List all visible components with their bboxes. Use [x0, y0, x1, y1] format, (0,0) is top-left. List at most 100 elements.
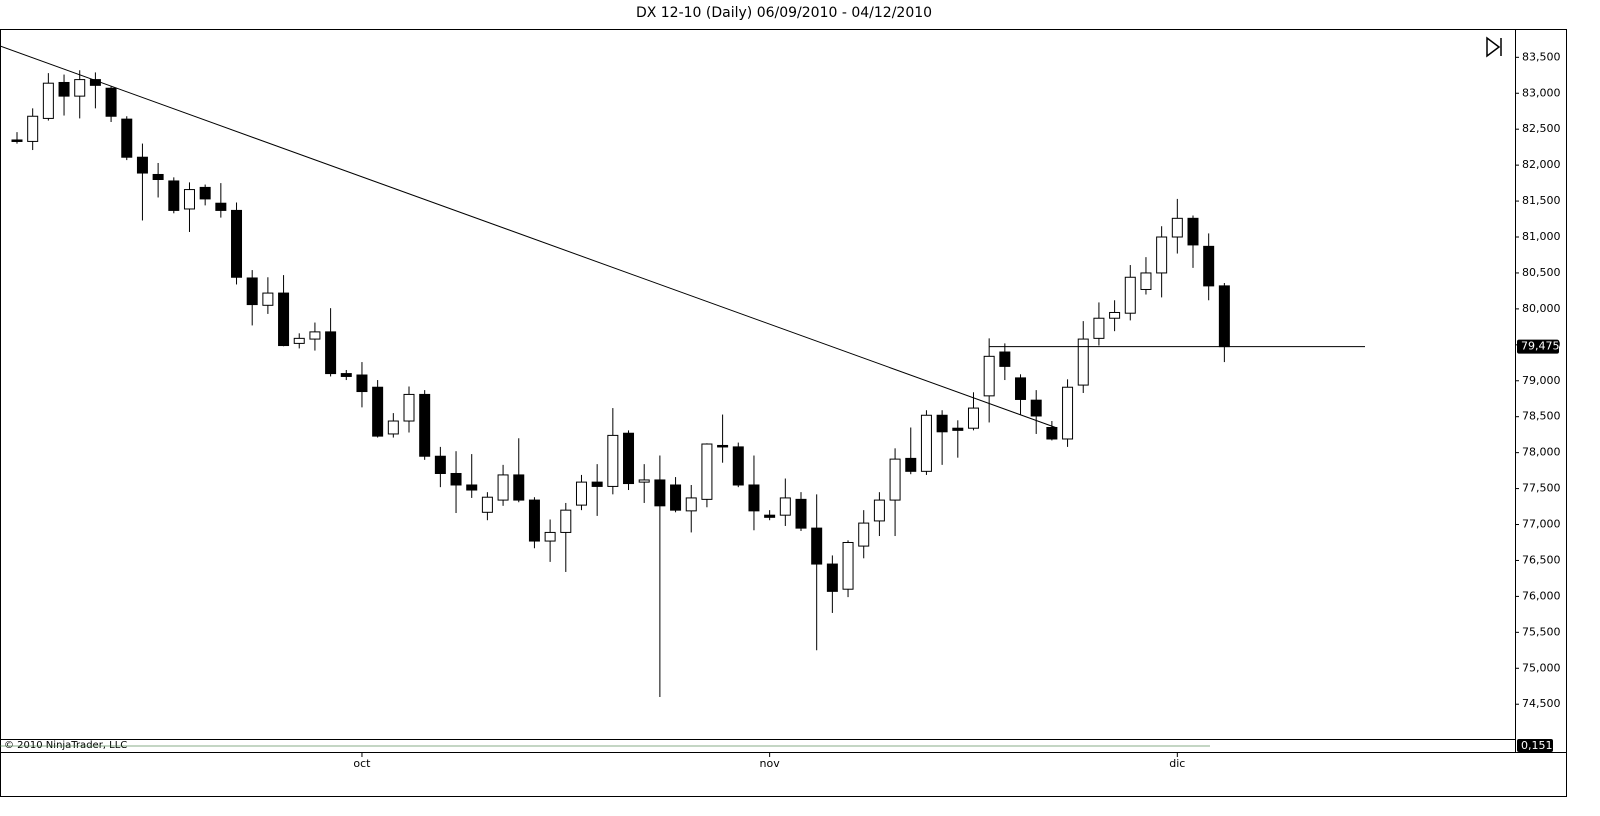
candle-body: [105, 87, 117, 117]
candle-body: [42, 82, 54, 119]
scroll-icon[interactable]: [1486, 36, 1502, 58]
candle-body: [74, 79, 86, 97]
candle-body: [748, 484, 760, 512]
candle-body: [466, 484, 478, 491]
y-tick-label: 81,500: [1522, 194, 1561, 207]
candle-body: [1203, 245, 1215, 287]
candle-body: [889, 458, 901, 501]
candle-body: [136, 156, 148, 174]
candle-body: [11, 139, 23, 142]
candle-body: [1140, 272, 1152, 290]
candle-body: [560, 509, 572, 533]
candle-body: [183, 189, 195, 210]
indicator-label: 0,151: [1521, 739, 1553, 752]
candle-body: [1109, 311, 1121, 319]
y-tick-label: 75,000: [1522, 661, 1561, 674]
candle-body: [387, 420, 399, 435]
candle-body: [309, 331, 321, 340]
candle-body: [481, 496, 493, 513]
candle-body: [246, 277, 258, 306]
candle-body: [89, 79, 101, 86]
y-tick-label: 80,000: [1522, 302, 1561, 315]
candle-body: [638, 479, 650, 483]
y-tick-label: 79,000: [1522, 374, 1561, 387]
candle-body: [340, 373, 352, 377]
candle-body: [450, 472, 462, 486]
x-tick-label: nov: [760, 757, 781, 770]
candle-body: [419, 393, 431, 457]
candle-body: [1062, 386, 1074, 440]
candle-body: [325, 331, 337, 375]
candle-body: [623, 432, 635, 485]
candle-body: [1030, 399, 1042, 417]
candle-body: [1171, 217, 1183, 238]
candle-body: [873, 499, 885, 522]
candle-body: [983, 355, 995, 397]
candle-body: [1093, 317, 1105, 339]
candle-body: [1187, 217, 1199, 246]
y-tick-label: 74,500: [1522, 697, 1561, 710]
candle-body: [215, 202, 227, 211]
candle-body: [168, 180, 180, 211]
candle-body: [607, 434, 619, 487]
last-price-label: 79,475: [1521, 340, 1560, 353]
candle-body: [732, 446, 744, 486]
y-tick-label: 82,000: [1522, 158, 1561, 171]
candle-body: [670, 484, 682, 511]
candle-body: [779, 497, 791, 516]
y-tick-label: 83,500: [1522, 50, 1561, 63]
candle-body: [544, 531, 556, 542]
candle-body: [278, 292, 290, 347]
indicator-box: [1517, 739, 1553, 752]
last-price-box: [1517, 339, 1559, 354]
candle-body: [231, 209, 243, 278]
candle-body: [920, 414, 932, 472]
candle-body: [811, 527, 823, 565]
candle-body: [513, 474, 525, 501]
candle-body: [403, 393, 415, 422]
candle-body: [434, 455, 446, 474]
candle-body: [121, 118, 133, 158]
candle-body: [936, 414, 948, 433]
y-tick-label: 77,000: [1522, 518, 1561, 531]
candle-body: [27, 115, 39, 142]
y-tick-label: 76,000: [1522, 589, 1561, 602]
candle-body: [826, 563, 838, 592]
candle-body: [685, 497, 697, 512]
candle-body: [999, 351, 1011, 367]
candle-body: [701, 443, 713, 500]
candle-body: [293, 337, 305, 344]
candle-body: [497, 474, 509, 501]
candle-body: [905, 457, 917, 472]
candle-body: [795, 498, 807, 529]
y-tick-label: 76,500: [1522, 553, 1561, 566]
candle-body: [152, 173, 164, 181]
chart-title: DX 12-10 (Daily) 06/09/2010 - 04/12/2010: [636, 5, 932, 21]
candle-body: [1077, 338, 1089, 386]
candle-body: [372, 386, 384, 437]
candle-body: [952, 427, 964, 431]
candle-body: [528, 499, 540, 542]
candle-body: [764, 514, 776, 518]
candle-body: [1156, 236, 1168, 274]
candle-body: [1218, 285, 1230, 348]
candle-body: [858, 522, 870, 547]
candle-body: [58, 81, 70, 97]
candle-body: [356, 374, 368, 393]
candle-body: [842, 541, 854, 590]
y-tick-label: 78,000: [1522, 446, 1561, 459]
trendline: [0, 45, 1058, 429]
y-tick-label: 77,500: [1522, 482, 1561, 495]
y-tick-label: 78,500: [1522, 410, 1561, 423]
candle-body: [654, 479, 666, 507]
y-tick-label: 81,000: [1522, 230, 1561, 243]
y-tick-label: 82,500: [1522, 122, 1561, 135]
y-tick-label: 80,500: [1522, 266, 1561, 279]
candle-body: [1046, 426, 1058, 440]
frame: [0, 29, 1567, 797]
candle-body: [591, 481, 603, 487]
x-tick-label: oct: [353, 757, 371, 770]
y-tick-label: 75,500: [1522, 625, 1561, 638]
candle-body: [262, 292, 274, 306]
